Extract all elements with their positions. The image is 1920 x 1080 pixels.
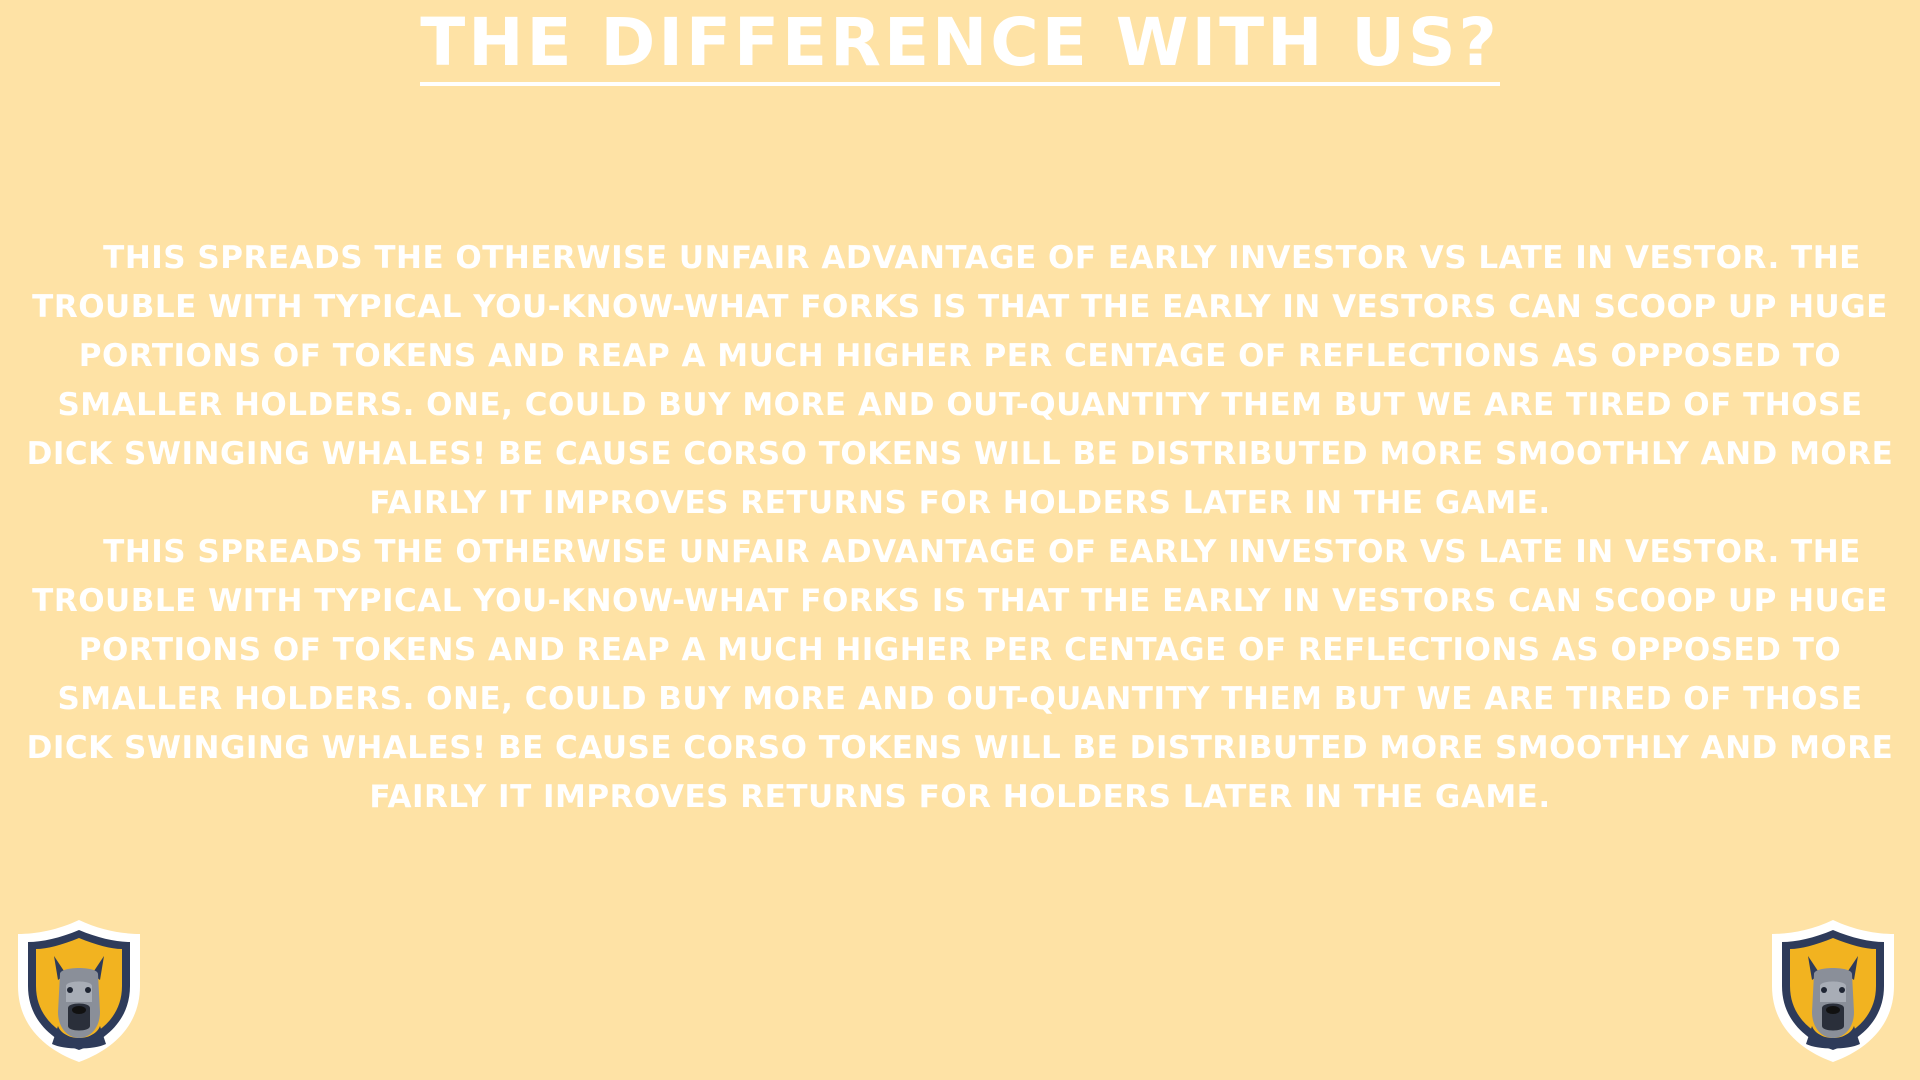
paragraph-2: This spreads the otherwise unfair advant… bbox=[26, 534, 1894, 815]
dog-shield-logo-right bbox=[1768, 916, 1898, 1066]
dog-shield-logo-left bbox=[14, 916, 144, 1066]
dog-shield-logo-icon bbox=[1772, 920, 1894, 1062]
header: The Difference With Us? bbox=[0, 0, 1920, 86]
dog-shield-logo-icon bbox=[18, 920, 140, 1062]
page-title: The Difference With Us? bbox=[420, 6, 1500, 86]
paragraph-1: This spreads the otherwise unfair advant… bbox=[26, 240, 1894, 521]
body-text: This spreads the otherwise unfair advant… bbox=[20, 234, 1900, 822]
